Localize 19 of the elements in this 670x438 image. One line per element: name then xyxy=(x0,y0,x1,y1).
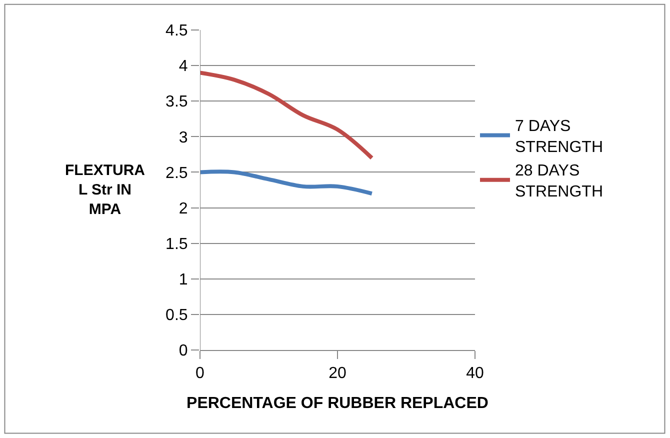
y-tick-label: 4.5 xyxy=(166,22,188,40)
line-series xyxy=(200,70,374,160)
x-tick-label: 20 xyxy=(328,365,346,382)
y-tick-label: 0 xyxy=(178,342,188,360)
y-tick-label: 1.5 xyxy=(166,236,188,253)
x-tick-label: 0 xyxy=(196,365,205,382)
legend-label: 7 DAYS STRENGTH xyxy=(515,118,603,156)
x-tick-label: 40 xyxy=(466,365,484,382)
y-axis-title: FLEXTURAL Str IN MPA xyxy=(65,162,146,218)
line-series xyxy=(200,170,374,196)
y-tick-label: 4 xyxy=(178,58,188,76)
x-axis-title: PERCENTAGE OF RUBBER REPLACED xyxy=(186,394,488,412)
y-tick-label: 0.5 xyxy=(166,307,188,324)
y-tick-label: 2 xyxy=(178,200,188,218)
y-tick-label: 3 xyxy=(178,129,188,146)
y-tick-label: 3.5 xyxy=(166,94,188,111)
y-tick-label: 1 xyxy=(178,271,188,288)
y-tick-label: 2.5 xyxy=(166,164,188,182)
legend-label: 28 DAYS STRENGTH xyxy=(515,162,603,201)
